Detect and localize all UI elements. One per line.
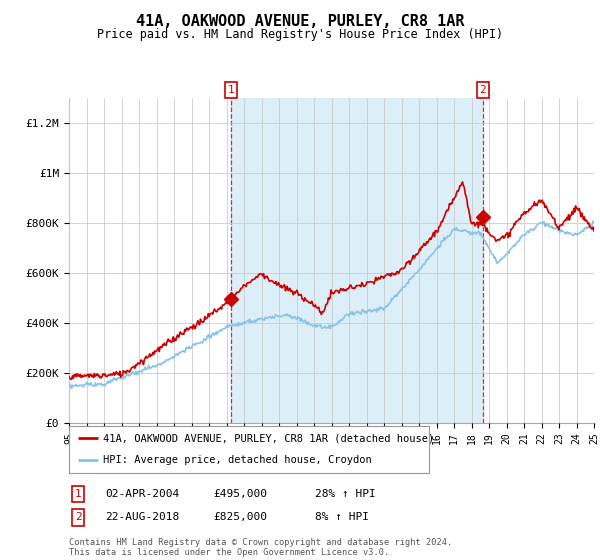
Text: 2: 2 [74, 512, 82, 522]
Bar [231, 98, 483, 423]
Text: 28% ↑ HPI: 28% ↑ HPI [315, 489, 376, 499]
Text: HPI: Average price, detached house, Croydon: HPI: Average price, detached house, Croy… [103, 455, 372, 465]
Text: 22-AUG-2018: 22-AUG-2018 [105, 512, 179, 522]
Text: Price paid vs. HM Land Registry's House Price Index (HPI): Price paid vs. HM Land Registry's House … [97, 28, 503, 41]
Text: 1: 1 [74, 489, 82, 499]
Text: Contains HM Land Registry data © Crown copyright and database right 2024.
This d: Contains HM Land Registry data © Crown c… [69, 538, 452, 557]
Text: 2: 2 [479, 85, 486, 95]
Text: 1: 1 [227, 85, 234, 95]
Text: 41A, OAKWOOD AVENUE, PURLEY, CR8 1AR: 41A, OAKWOOD AVENUE, PURLEY, CR8 1AR [136, 14, 464, 29]
Text: 8% ↑ HPI: 8% ↑ HPI [315, 512, 369, 522]
Text: 02-APR-2004: 02-APR-2004 [105, 489, 179, 499]
Text: £495,000: £495,000 [213, 489, 267, 499]
Text: 41A, OAKWOOD AVENUE, PURLEY, CR8 1AR (detached house): 41A, OAKWOOD AVENUE, PURLEY, CR8 1AR (de… [103, 433, 434, 444]
Text: £825,000: £825,000 [213, 512, 267, 522]
